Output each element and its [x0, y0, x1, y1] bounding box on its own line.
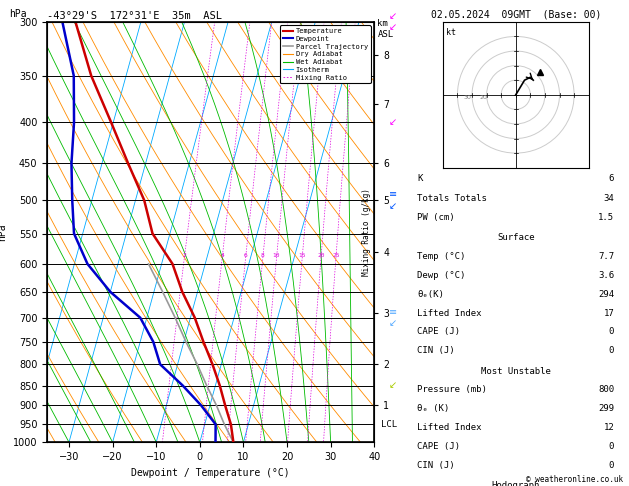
- Text: θₑ(K): θₑ(K): [418, 290, 444, 299]
- Text: 34: 34: [603, 193, 614, 203]
- Text: 2: 2: [182, 253, 186, 258]
- Text: ≡
↙: ≡ ↙: [389, 307, 397, 329]
- Text: 299: 299: [598, 404, 614, 413]
- Text: -43°29'S  172°31'E  35m  ASL: -43°29'S 172°31'E 35m ASL: [47, 11, 222, 21]
- Text: 0: 0: [609, 442, 614, 451]
- Text: Lifted Index: Lifted Index: [418, 423, 482, 432]
- Text: ↙: ↙: [389, 117, 397, 127]
- Text: 294: 294: [598, 290, 614, 299]
- Text: 12: 12: [603, 423, 614, 432]
- Y-axis label: hPa: hPa: [0, 223, 8, 241]
- Text: K: K: [418, 174, 423, 183]
- Text: 0: 0: [609, 461, 614, 470]
- Text: 6: 6: [609, 174, 614, 183]
- Text: CAPE (J): CAPE (J): [418, 442, 460, 451]
- Text: 20: 20: [480, 95, 487, 100]
- Text: © weatheronline.co.uk: © weatheronline.co.uk: [526, 474, 623, 484]
- Text: PW (cm): PW (cm): [418, 213, 455, 222]
- Text: 30: 30: [464, 95, 472, 100]
- Text: ↙: ↙: [389, 381, 397, 391]
- Text: 8: 8: [261, 253, 265, 258]
- Text: 02.05.2024  09GMT  (Base: 00): 02.05.2024 09GMT (Base: 00): [431, 9, 601, 19]
- Text: Hodograph: Hodograph: [492, 481, 540, 486]
- Text: 7.7: 7.7: [598, 252, 614, 261]
- Text: CAPE (J): CAPE (J): [418, 328, 460, 336]
- Text: LCL: LCL: [381, 420, 398, 429]
- Text: CIN (J): CIN (J): [418, 461, 455, 470]
- Text: Totals Totals: Totals Totals: [418, 193, 487, 203]
- Text: 1.5: 1.5: [598, 213, 614, 222]
- Text: 10: 10: [273, 253, 281, 258]
- Text: 4: 4: [220, 253, 224, 258]
- X-axis label: Dewpoint / Temperature (°C): Dewpoint / Temperature (°C): [131, 468, 290, 478]
- Text: 25: 25: [332, 253, 340, 258]
- Text: Surface: Surface: [497, 233, 535, 243]
- Text: 15: 15: [298, 253, 306, 258]
- Text: 3.6: 3.6: [598, 271, 614, 280]
- Text: 17: 17: [603, 309, 614, 317]
- Text: Most Unstable: Most Unstable: [481, 366, 551, 376]
- Text: 0: 0: [609, 346, 614, 355]
- Text: CIN (J): CIN (J): [418, 346, 455, 355]
- Text: km
ASL: km ASL: [377, 19, 394, 39]
- Text: Temp (°C): Temp (°C): [418, 252, 466, 261]
- Text: ↙
↙: ↙ ↙: [389, 11, 397, 33]
- Text: hPa: hPa: [9, 9, 27, 19]
- Text: Mixing Ratio (g/kg): Mixing Ratio (g/kg): [362, 188, 371, 276]
- Text: kt: kt: [446, 28, 456, 37]
- Text: Lifted Index: Lifted Index: [418, 309, 482, 317]
- Text: 0: 0: [609, 328, 614, 336]
- Text: 800: 800: [598, 385, 614, 395]
- Text: Pressure (mb): Pressure (mb): [418, 385, 487, 395]
- Text: Dewp (°C): Dewp (°C): [418, 271, 466, 280]
- Text: θₑ (K): θₑ (K): [418, 404, 450, 413]
- Text: 20: 20: [317, 253, 325, 258]
- Text: ≡
↙: ≡ ↙: [389, 190, 397, 211]
- Text: 6: 6: [243, 253, 247, 258]
- Legend: Temperature, Dewpoint, Parcel Trajectory, Dry Adiabat, Wet Adiabat, Isotherm, Mi: Temperature, Dewpoint, Parcel Trajectory…: [280, 25, 370, 83]
